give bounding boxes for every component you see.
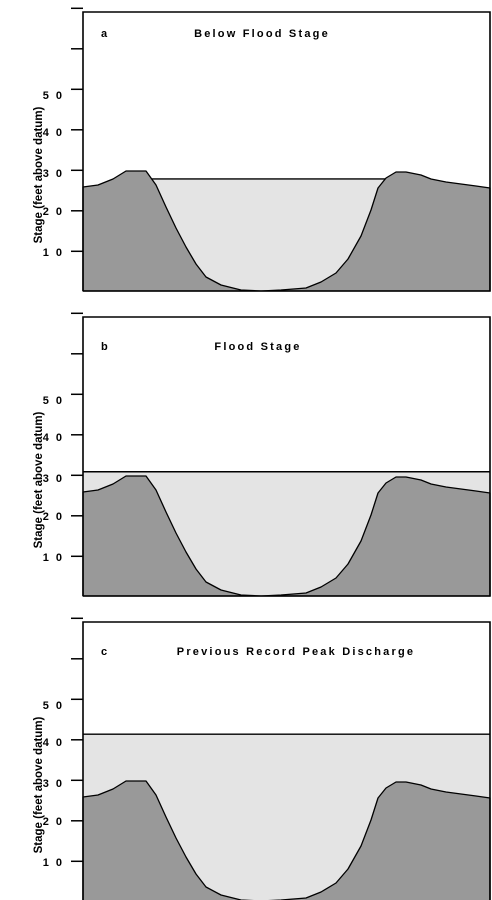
y-tick-label-40: 4 0 bbox=[43, 737, 64, 749]
y-axis-ticks bbox=[71, 617, 83, 863]
panel-title: Flood Stage bbox=[214, 341, 301, 353]
panel-title: Previous Record Peak Discharge bbox=[177, 646, 415, 658]
y-axis-ticks bbox=[71, 312, 83, 558]
panel-letter: a bbox=[101, 28, 108, 40]
y-tick-label-10: 1 0 bbox=[43, 552, 64, 564]
y-tick-label-50: 5 0 bbox=[43, 395, 64, 407]
y-tick-label-40: 4 0 bbox=[43, 127, 64, 139]
ground-profile bbox=[82, 780, 491, 900]
water-fill bbox=[151, 178, 386, 291]
y-axis-ticks bbox=[71, 7, 83, 253]
panel-frame bbox=[82, 621, 491, 900]
y-tick-label-20: 2 0 bbox=[43, 816, 64, 828]
panel-letter: b bbox=[101, 341, 108, 353]
y-tick-label-20: 2 0 bbox=[43, 511, 64, 523]
ground-profile bbox=[82, 170, 491, 292]
panel-frame bbox=[82, 11, 491, 292]
y-tick-label-30: 3 0 bbox=[43, 168, 64, 180]
y-tick-label-10: 1 0 bbox=[43, 857, 64, 869]
y-axis-label: Stage (feet above datum) bbox=[33, 716, 45, 853]
y-tick-label-20: 2 0 bbox=[43, 206, 64, 218]
panel-c: c Previous Record Peak Discharge Stage (… bbox=[33, 617, 491, 900]
panel-a: a Below Flood Stage Stage (feet above da… bbox=[33, 7, 491, 292]
panel-title: Below Flood Stage bbox=[194, 28, 330, 40]
y-tick-label-50: 5 0 bbox=[43, 90, 64, 102]
y-axis-label: Stage (feet above datum) bbox=[33, 106, 45, 243]
panel-frame bbox=[82, 316, 491, 597]
panel-letter: c bbox=[101, 646, 107, 658]
panel-b: b Flood Stage Stage (feet above datum) 5… bbox=[33, 312, 491, 597]
y-tick-label-50: 5 0 bbox=[43, 700, 64, 712]
y-tick-label-10: 1 0 bbox=[43, 247, 64, 259]
y-tick-label-40: 4 0 bbox=[43, 432, 64, 444]
ground-profile bbox=[82, 475, 491, 597]
y-tick-label-30: 3 0 bbox=[43, 473, 64, 485]
y-axis-label: Stage (feet above datum) bbox=[33, 411, 45, 548]
y-tick-label-30: 3 0 bbox=[43, 778, 64, 790]
